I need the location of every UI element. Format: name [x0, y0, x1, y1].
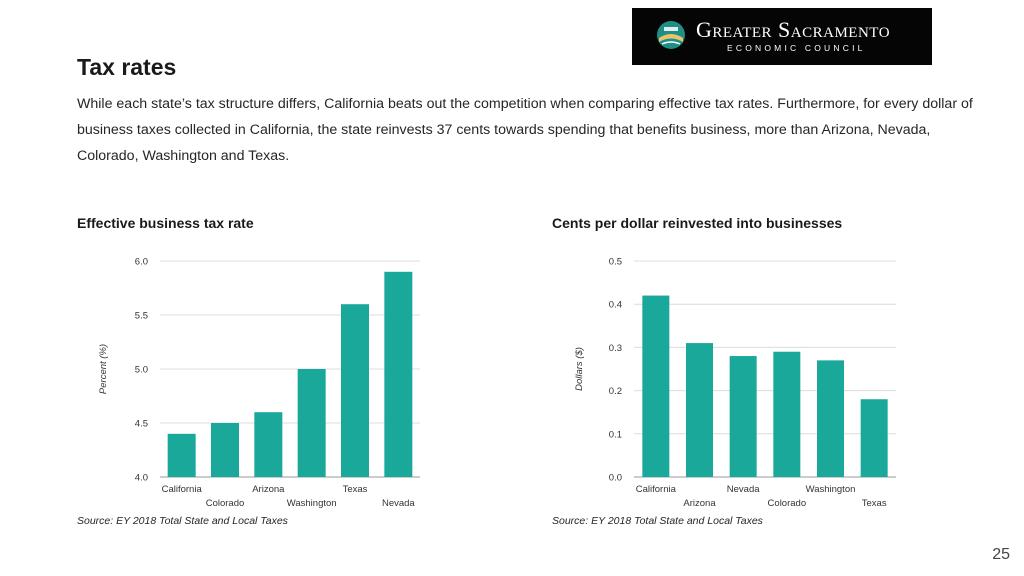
bar-colorado: [211, 423, 239, 477]
y-tick-label: 0.0: [609, 473, 622, 484]
bar-california: [167, 433, 196, 477]
chart-effective-tax-rate: 4.0 4.5 5.0 5.5 6.0 Percent (%) CaliforniaColo…: [98, 257, 420, 509]
y-tick-label: 0.3: [609, 343, 622, 354]
logo-title: Greater Sacramento: [696, 17, 891, 42]
x-tick-label: Texas: [343, 484, 368, 495]
y-tick-label: 0.1: [609, 429, 622, 440]
bar-california: [642, 295, 670, 477]
x-tick-label: Washington: [806, 484, 856, 495]
x-tick-label: Colorado: [768, 498, 807, 509]
bar-colorado: [773, 351, 801, 477]
bar-arizona: [254, 412, 283, 477]
chart-2-source: Source: EY 2018 Total State and Local Ta…: [552, 515, 763, 527]
y-tick-label: 0.5: [609, 257, 622, 268]
bar-texas: [860, 399, 888, 477]
page-number: 25: [992, 546, 1010, 563]
logo-subtitle: ECONOMIC COUNCIL: [727, 43, 866, 53]
x-tick-label: Nevada: [727, 484, 760, 495]
y-tick-label: 5.5: [135, 311, 148, 322]
bar-washington: [297, 369, 326, 477]
y-axis-label: Dollars ($): [574, 347, 585, 391]
y-tick-label: 4.0: [135, 473, 148, 484]
y-tick-label: 5.0: [135, 365, 148, 376]
x-tick-label: Arizona: [252, 484, 285, 495]
intro-paragraph: While each state’s tax structure differs…: [77, 96, 973, 164]
x-tick-label: Washington: [287, 498, 337, 509]
chart-cents-reinvested: 0.0 0.1 0.2 0.3 0.4 0.5 Dollars ($) California A…: [574, 257, 896, 509]
sacramento-emblem-icon: [657, 21, 685, 49]
y-tick-label: 6.0: [135, 257, 148, 268]
y-tick-label: 0.2: [609, 386, 622, 397]
chart-2-title: Cents per dollar reinvested into busines…: [552, 215, 843, 231]
y-tick-label: 4.5: [135, 419, 148, 430]
y-tick-label: 0.4: [609, 300, 622, 311]
x-tick-label: Nevada: [382, 498, 415, 509]
bar-texas: [341, 304, 369, 477]
y-axis-label: Percent (%): [98, 344, 109, 394]
chart-1-source: Source: EY 2018 Total State and Local Ta…: [77, 515, 288, 527]
x-tick-label: Arizona: [683, 498, 716, 509]
bar-nevada: [384, 271, 413, 477]
x-tick-label: Texas: [862, 498, 887, 509]
x-tick-label: Colorado: [206, 498, 245, 509]
bar-arizona: [686, 343, 713, 477]
page-title: Tax rates: [77, 54, 177, 80]
x-tick-label: California: [636, 484, 677, 495]
logo: Greater Sacramento ECONOMIC COUNCIL: [632, 8, 932, 65]
chart-1-title: Effective business tax rate: [77, 215, 254, 231]
x-tick-label: California: [162, 484, 203, 495]
bar-nevada: [729, 356, 757, 477]
bar-washington: [817, 360, 844, 477]
